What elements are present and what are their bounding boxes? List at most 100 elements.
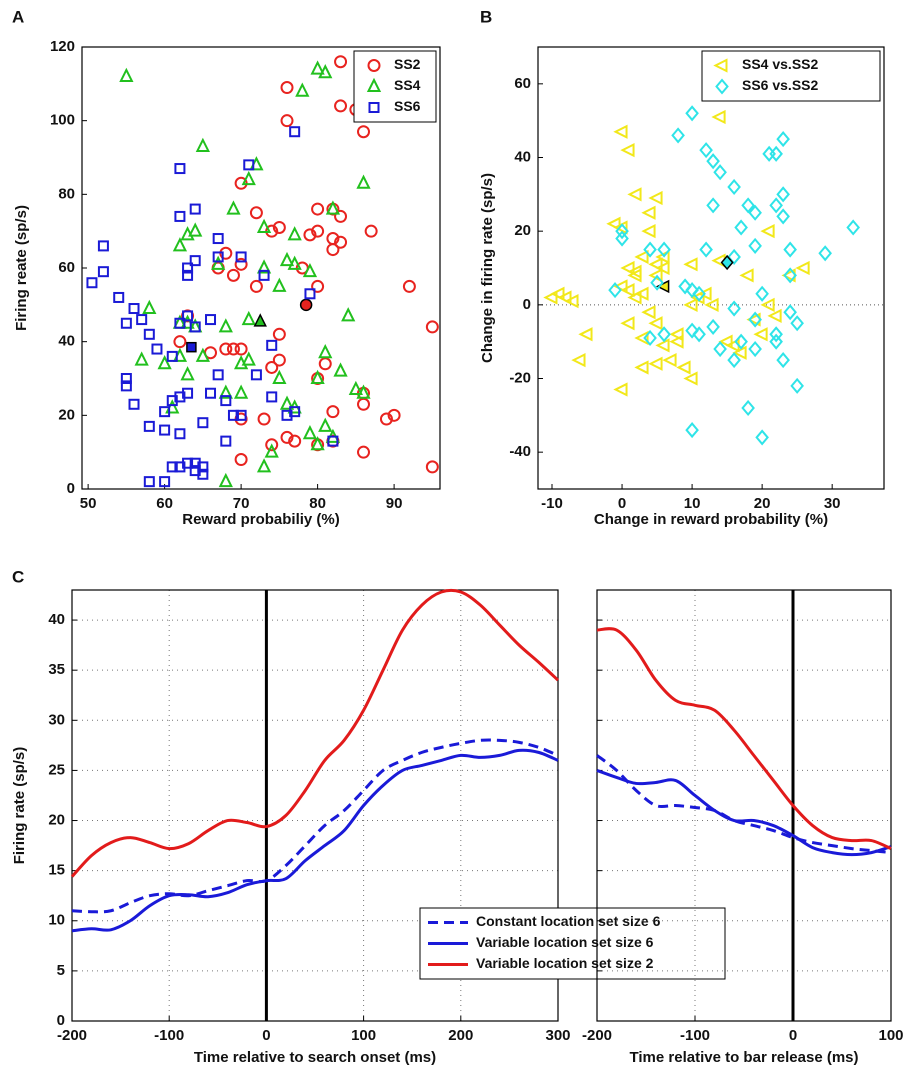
marker <box>205 387 217 399</box>
marker <box>357 397 371 411</box>
marker <box>634 360 649 375</box>
marker <box>662 352 677 368</box>
marker <box>272 327 286 341</box>
marker <box>212 233 224 245</box>
series-line <box>596 627 892 850</box>
marker <box>197 468 209 480</box>
legend-label: SS4 <box>394 77 421 93</box>
series-line <box>71 748 559 933</box>
x-tick-label: 0 <box>789 1027 797 1044</box>
marker <box>197 417 209 429</box>
marker <box>280 430 294 444</box>
marker <box>348 380 363 396</box>
marker <box>357 125 371 139</box>
marker <box>762 145 776 162</box>
x-tick-label: 30 <box>824 495 841 512</box>
marker <box>311 202 325 216</box>
marker <box>97 266 109 278</box>
marker <box>318 64 333 79</box>
marker <box>669 327 684 342</box>
marker <box>683 371 698 386</box>
x-tick-label: 70 <box>233 495 250 512</box>
marker <box>256 218 272 233</box>
marker <box>311 279 325 293</box>
marker <box>776 208 790 225</box>
marker <box>249 279 263 293</box>
y-axis-label: Firing rate (sp/s) <box>11 747 28 865</box>
marker <box>727 178 741 196</box>
marker <box>671 127 685 144</box>
marker <box>234 257 248 271</box>
marker <box>767 308 782 324</box>
y-tick-label: 30 <box>48 711 65 728</box>
marker <box>364 224 378 238</box>
marker <box>676 360 691 375</box>
marker <box>402 279 416 293</box>
marker <box>713 340 727 358</box>
x-tick-label: 90 <box>386 495 403 512</box>
axes-frame <box>71 589 559 1022</box>
marker <box>341 307 356 322</box>
legend-box <box>701 50 881 102</box>
marker <box>326 405 340 419</box>
marker <box>571 352 586 368</box>
marker <box>692 285 706 302</box>
marker <box>299 298 313 312</box>
marker <box>205 314 217 326</box>
marker <box>608 282 622 299</box>
x-axis-label: Time relative to search onset (ms) <box>194 1049 436 1066</box>
marker <box>189 457 201 469</box>
marker <box>249 206 263 220</box>
marker <box>634 249 649 265</box>
marker <box>648 316 663 331</box>
marker <box>648 190 663 206</box>
marker <box>266 391 278 403</box>
marker <box>182 310 194 322</box>
marker <box>318 417 333 432</box>
legend-label: SS4 vs.SS2 <box>742 56 818 72</box>
y-tick-label: -40 <box>509 443 531 460</box>
y-axis-label: Firing reate (sp/s) <box>13 205 30 331</box>
y-tick-label: 0 <box>67 480 75 497</box>
marker <box>650 274 664 291</box>
marker <box>195 137 210 152</box>
marker <box>86 277 98 289</box>
marker <box>641 305 656 320</box>
series-line <box>70 588 560 878</box>
marker <box>219 342 233 356</box>
marker <box>543 290 558 305</box>
x-tick-label: 20 <box>754 495 771 512</box>
marker <box>326 243 340 257</box>
y-tick-label: 60 <box>514 75 531 92</box>
y-tick-label: 25 <box>48 761 65 778</box>
marker <box>136 314 148 326</box>
marker <box>357 445 371 459</box>
marker <box>685 322 699 339</box>
marker <box>279 395 295 410</box>
marker <box>189 321 201 333</box>
marker <box>226 268 240 282</box>
marker <box>613 124 628 139</box>
marker <box>265 360 279 374</box>
marker <box>243 159 255 171</box>
marker <box>648 356 663 371</box>
marker <box>174 163 186 175</box>
marker <box>655 338 670 353</box>
marker <box>180 366 195 381</box>
marker <box>289 406 301 418</box>
marker <box>302 262 318 278</box>
marker <box>706 318 720 335</box>
marker <box>253 313 267 327</box>
marker <box>172 237 188 252</box>
marker <box>356 174 371 189</box>
marker <box>769 333 783 350</box>
marker <box>615 223 629 240</box>
marker <box>311 224 325 238</box>
marker <box>159 424 171 436</box>
marker <box>220 395 232 407</box>
marker <box>620 260 635 276</box>
marker <box>615 230 629 247</box>
marker <box>706 153 720 170</box>
legend-box <box>353 50 437 123</box>
y-tick-label: 40 <box>514 148 531 165</box>
